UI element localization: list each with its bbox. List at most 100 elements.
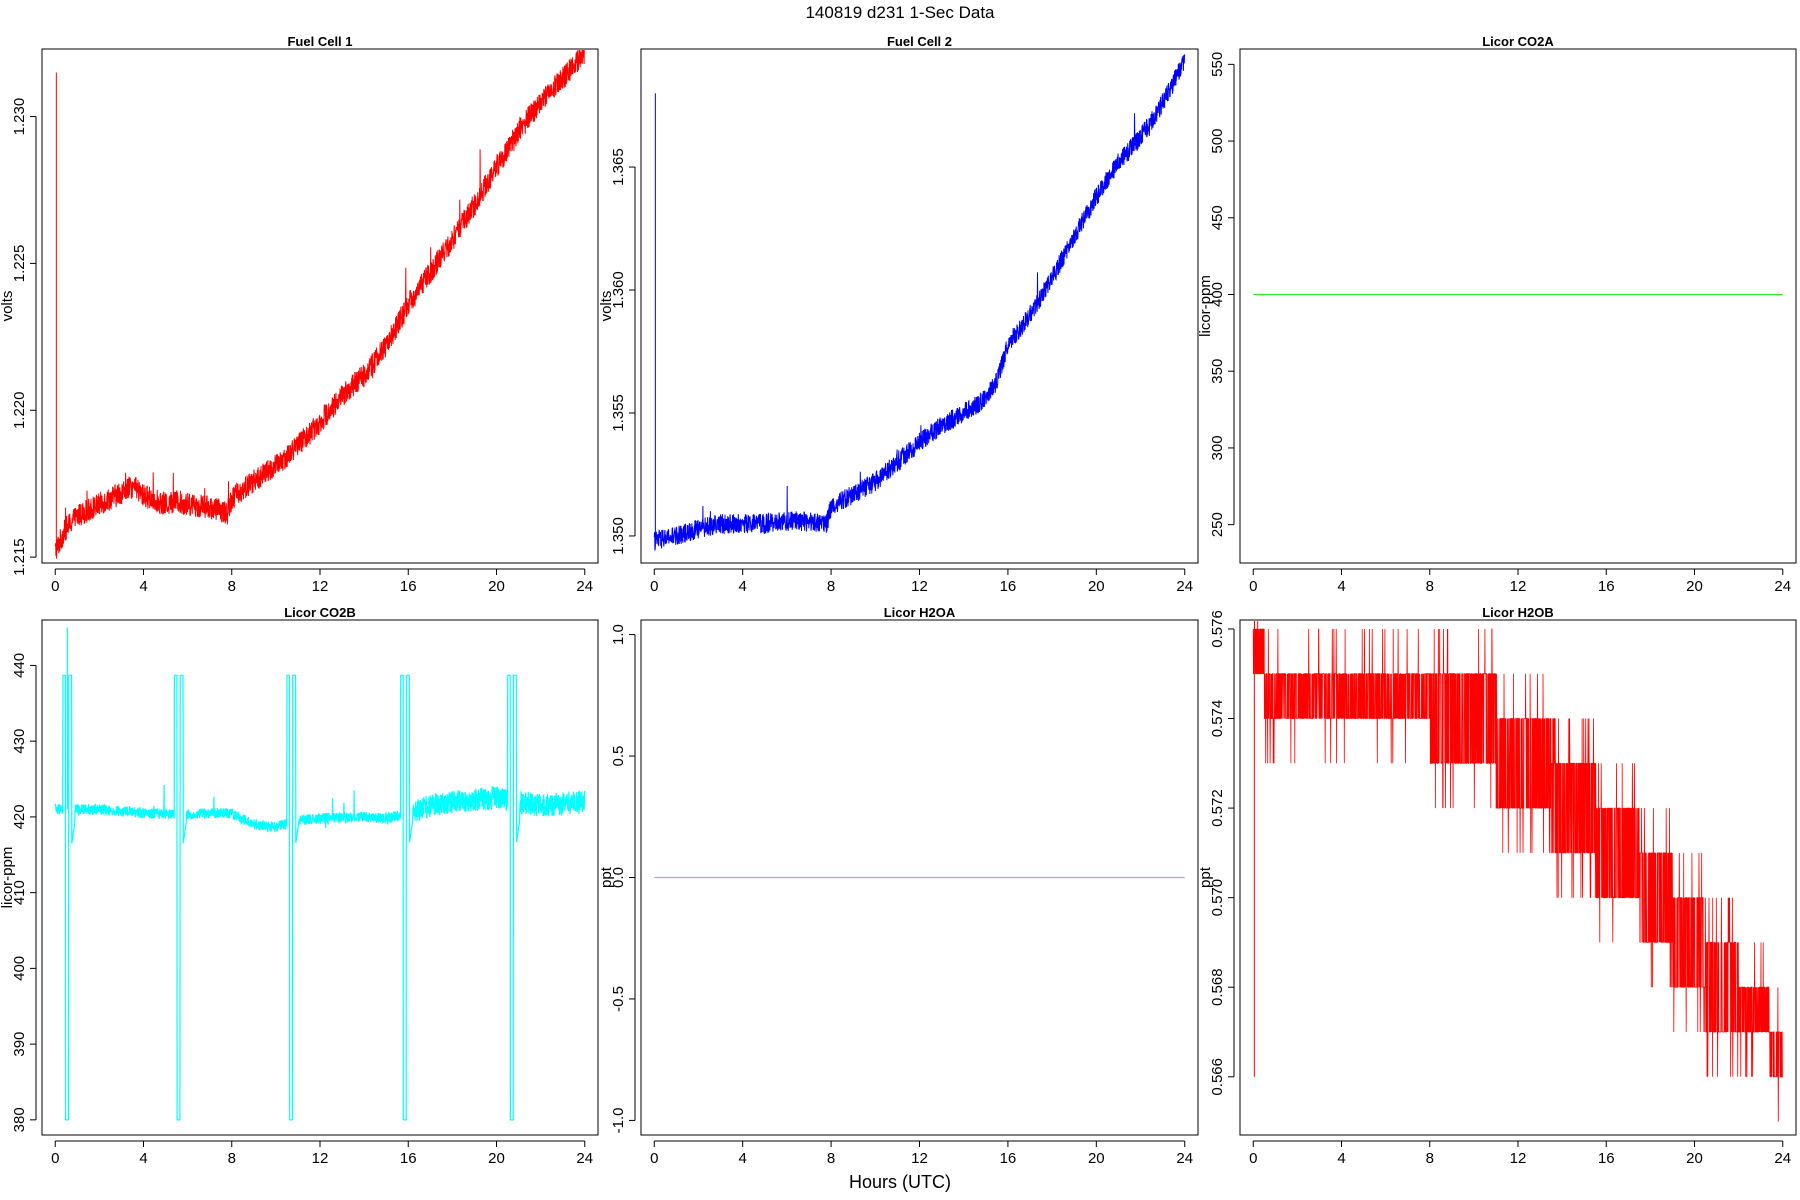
- y-tick-label: 1.220: [11, 391, 28, 429]
- y-tick-label: 1.0: [610, 624, 627, 645]
- x-tick-label: 12: [1510, 578, 1527, 595]
- plot-frame: [41, 48, 599, 564]
- y-axis-label: licor-ppm: [0, 847, 16, 909]
- x-tick-label: 12: [312, 1150, 329, 1167]
- y-tick-label: 1.355: [610, 394, 627, 432]
- y-tick-label: 550: [1209, 52, 1226, 77]
- x-tick-label: 8: [827, 1150, 835, 1167]
- y-tick-label: 0.576: [1209, 610, 1226, 648]
- x-axis-label: Hours (UTC): [849, 1172, 951, 1192]
- x-tick-label: 4: [139, 578, 147, 595]
- x-tick-label: 8: [228, 578, 236, 595]
- series-line: [54, 674, 586, 1121]
- x-tick-label: 24: [1774, 1150, 1791, 1167]
- chart-panel: Licor CO2B licor-ppm 0 4 8 12 16 20 24 380 390 400 4…: [0, 605, 599, 1167]
- y-tick-label: 410: [11, 880, 28, 905]
- y-tick-label: 300: [1209, 435, 1226, 460]
- series-line: [1252, 621, 1783, 1122]
- x-tick-label: 16: [400, 578, 417, 595]
- x-tick-label: 24: [576, 1150, 593, 1167]
- x-tick-label: 20: [1686, 578, 1703, 595]
- chart-panel: Fuel Cell 1 volts 0 4 8 12 16 20 24 1.215 1.220 1.2…: [0, 34, 599, 595]
- y-axis-label: ppt: [1197, 866, 1214, 888]
- x-tick-label: 4: [1337, 1150, 1345, 1167]
- data-series: [54, 627, 586, 1121]
- series-line: [653, 54, 1186, 551]
- x-tick-label: 4: [1337, 578, 1345, 595]
- panel-title: Licor H2OA: [884, 605, 956, 620]
- x-tick-label: 24: [1176, 1150, 1193, 1167]
- x-tick-label: 20: [488, 578, 505, 595]
- y-tick-label: 1.225: [11, 245, 28, 283]
- x-tick-label: 0: [650, 1150, 658, 1167]
- x-tick-label: 16: [1000, 578, 1017, 595]
- x-tick-label: 20: [488, 1150, 505, 1167]
- data-series: [54, 50, 585, 559]
- y-tick-label: 1.215: [11, 538, 28, 576]
- data-series: [1252, 621, 1783, 1122]
- x-tick-label: 8: [1426, 1150, 1434, 1167]
- x-tick-label: 16: [400, 1150, 417, 1167]
- y-tick-label: 390: [11, 1032, 28, 1057]
- y-tick-label: 450: [1209, 205, 1226, 230]
- y-tick-label: 440: [11, 653, 28, 678]
- plot-frame: [640, 619, 1199, 1136]
- x-tick-label: 12: [911, 1150, 928, 1167]
- series-line: [54, 50, 585, 559]
- x-tick-label: 4: [739, 1150, 747, 1167]
- x-tick-label: 16: [1000, 1150, 1017, 1167]
- panel-title: Licor CO2B: [284, 605, 356, 620]
- x-tick-label: 20: [1088, 578, 1105, 595]
- panel-title: Licor H2OB: [1482, 605, 1554, 620]
- x-tick-label: 0: [51, 1150, 59, 1167]
- y-tick-label: 250: [1209, 512, 1226, 537]
- x-tick-label: 24: [576, 578, 593, 595]
- y-axis-label: ppt: [598, 866, 615, 888]
- y-tick-label: -1.0: [610, 1107, 627, 1133]
- y-tick-label: 0.570: [1209, 879, 1226, 917]
- y-tick-label: 1.360: [610, 271, 627, 309]
- y-tick-label: 420: [11, 804, 28, 829]
- plot-frame: [640, 48, 1199, 564]
- x-tick-label: 16: [1598, 578, 1615, 595]
- x-tick-label: 4: [739, 578, 747, 595]
- x-tick-label: 4: [139, 1150, 147, 1167]
- x-tick-label: 0: [51, 578, 59, 595]
- x-tick-label: 0: [1249, 1150, 1257, 1167]
- y-tick-label: 0.5: [610, 746, 627, 767]
- plot-frame: [1239, 48, 1797, 564]
- y-axis-label: volts: [0, 291, 16, 322]
- y-tick-label: -0.5: [610, 986, 627, 1012]
- y-axis-label: licor-ppm: [1197, 275, 1214, 337]
- x-tick-label: 16: [1598, 1150, 1615, 1167]
- y-tick-label: 380: [11, 1107, 28, 1132]
- chart-panel: Fuel Cell 2 volts 0 4 8 12 16 20 24 1.350 1.355 1.3…: [598, 34, 1199, 595]
- x-tick-label: 20: [1088, 1150, 1105, 1167]
- x-tick-label: 0: [1249, 578, 1257, 595]
- plot-frame: [41, 619, 599, 1136]
- y-tick-label: 400: [1209, 282, 1226, 307]
- x-tick-label: 8: [1426, 578, 1434, 595]
- chart-panel: Licor H2OB ppt 0 4 8 12 16 20 24 0.566 0.568 0.570 0…: [1197, 605, 1797, 1167]
- figure-title: 140819 d231 1-Sec Data: [805, 3, 995, 22]
- x-tick-label: 8: [228, 1150, 236, 1167]
- y-tick-label: 0.0: [610, 867, 627, 888]
- y-tick-label: 430: [11, 729, 28, 754]
- y-tick-label: 1.230: [11, 98, 28, 136]
- chart-panel: Licor CO2A licor-ppm 0 4 8 12 16 20 24 250 300 350 4…: [1197, 34, 1797, 595]
- x-tick-label: 24: [1176, 578, 1193, 595]
- y-tick-label: 0.568: [1209, 968, 1226, 1006]
- panel-title: Fuel Cell 2: [887, 34, 952, 49]
- y-tick-label: 0.566: [1209, 1058, 1226, 1096]
- y-tick-label: 0.574: [1209, 700, 1226, 738]
- x-tick-label: 24: [1774, 578, 1791, 595]
- x-tick-label: 12: [911, 578, 928, 595]
- y-tick-label: 350: [1209, 359, 1226, 384]
- x-tick-label: 20: [1686, 1150, 1703, 1167]
- x-tick-label: 0: [650, 578, 658, 595]
- x-tick-label: 12: [1510, 1150, 1527, 1167]
- y-tick-label: 1.350: [610, 517, 627, 555]
- chart-panel: Licor H2OA ppt 0 4 8 12 16 20 24 -1.0 -0.5 0.0 0.5 1.…: [598, 605, 1199, 1167]
- x-tick-label: 12: [312, 578, 329, 595]
